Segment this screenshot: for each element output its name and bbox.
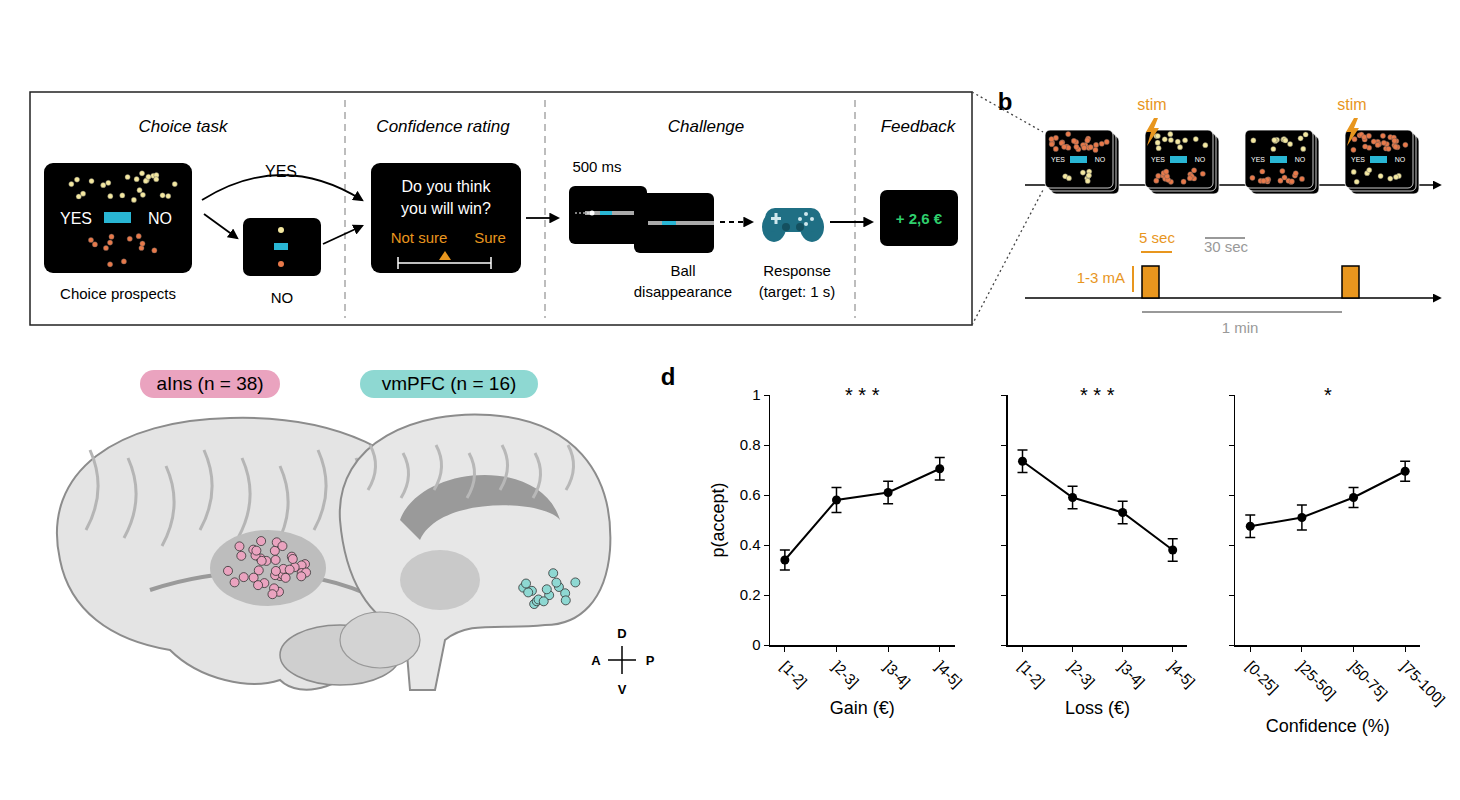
svg-text:aIns (n = 38): aIns (n = 38)	[156, 373, 263, 394]
svg-text:0.4: 0.4	[740, 536, 761, 553]
svg-text:Choice task: Choice task	[139, 117, 229, 136]
svg-text:Sure: Sure	[474, 229, 506, 246]
svg-text:YES: YES	[60, 210, 92, 227]
svg-text:disappearance: disappearance	[634, 283, 732, 300]
svg-text:YES: YES	[1151, 156, 1165, 163]
svg-text:]3-4]: ]3-4]	[881, 657, 914, 690]
svg-text:]50-75]: ]50-75]	[1346, 657, 1391, 702]
svg-text:NO: NO	[271, 289, 294, 306]
svg-text:]4-5]: ]4-5]	[1165, 657, 1198, 690]
svg-text:Confidence (%): Confidence (%)	[1266, 716, 1390, 736]
svg-text:5 sec: 5 sec	[1139, 229, 1175, 246]
svg-text:* * *: * * *	[1080, 384, 1115, 406]
svg-text:]2-3]: ]2-3]	[1065, 657, 1098, 690]
svg-text:* * *: * * *	[845, 384, 880, 406]
svg-text:stim: stim	[1337, 96, 1366, 113]
svg-text:1-3 mA: 1-3 mA	[1077, 269, 1125, 286]
svg-text:Feedback: Feedback	[881, 117, 957, 136]
svg-text:A: A	[591, 653, 601, 668]
svg-text:Challenge: Challenge	[668, 117, 745, 136]
svg-text:V: V	[618, 682, 627, 697]
svg-text:vmPFC (n = 16): vmPFC (n = 16)	[382, 373, 517, 394]
svg-text:[1-2]: [1-2]	[1015, 657, 1048, 690]
svg-text:(target: 1 s): (target: 1 s)	[759, 283, 836, 300]
svg-text:Gain (€): Gain (€)	[830, 698, 895, 718]
svg-text:0.6: 0.6	[740, 486, 761, 503]
svg-text:30 sec: 30 sec	[1204, 238, 1249, 255]
svg-text:0.2: 0.2	[740, 586, 761, 603]
svg-text:YES: YES	[1051, 156, 1065, 163]
svg-text:*: *	[1324, 384, 1332, 406]
svg-text:1: 1	[752, 386, 760, 403]
svg-text:NO: NO	[1395, 156, 1406, 163]
svg-text:b: b	[998, 88, 1013, 115]
svg-text:NO: NO	[1195, 156, 1206, 163]
svg-text:YES: YES	[1351, 156, 1365, 163]
svg-text:Confidence rating: Confidence rating	[376, 117, 510, 136]
svg-text:p(accept): p(accept)	[708, 482, 728, 557]
svg-text:NO: NO	[148, 210, 172, 227]
svg-text:Response: Response	[763, 262, 831, 279]
svg-text:]2-3]: ]2-3]	[829, 657, 862, 690]
svg-text:NO: NO	[1095, 156, 1106, 163]
svg-text:stim: stim	[1137, 96, 1166, 113]
svg-text:Ball: Ball	[670, 262, 695, 279]
svg-text:Choice prospects: Choice prospects	[60, 285, 176, 302]
svg-text:you will win?: you will win?	[401, 200, 491, 217]
svg-text:[1-2]: [1-2]	[777, 657, 810, 690]
svg-text:]4-5]: ]4-5]	[932, 657, 965, 690]
svg-text:YES: YES	[1251, 156, 1265, 163]
svg-text:+ 2,6 €: + 2,6 €	[896, 210, 943, 227]
svg-text:[0-25]: [0-25]	[1243, 657, 1282, 696]
svg-text:NO: NO	[1295, 156, 1306, 163]
svg-text:0: 0	[752, 636, 760, 653]
svg-text:500 ms: 500 ms	[572, 158, 621, 175]
svg-text:d: d	[661, 363, 676, 390]
svg-text:D: D	[617, 626, 626, 641]
svg-text:Loss (€): Loss (€)	[1065, 698, 1130, 718]
svg-text:P: P	[646, 653, 655, 668]
svg-text:1 min: 1 min	[1222, 319, 1259, 336]
svg-text:Not sure: Not sure	[391, 229, 448, 246]
svg-text:]25-50]: ]25-50]	[1294, 657, 1339, 702]
svg-text:YES: YES	[265, 163, 297, 180]
svg-text:Do you think: Do you think	[402, 178, 492, 195]
svg-text:]75-100]: ]75-100]	[1398, 657, 1449, 708]
svg-text:0.8: 0.8	[740, 436, 761, 453]
svg-text:]3-4]: ]3-4]	[1115, 657, 1148, 690]
